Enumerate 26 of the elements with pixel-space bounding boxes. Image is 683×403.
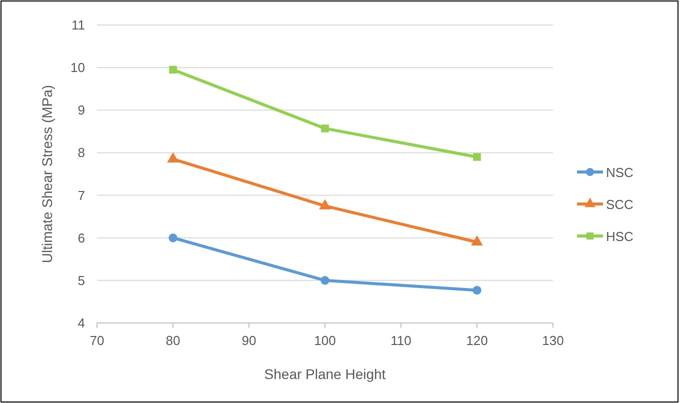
y-tick-label: 10 <box>70 60 85 76</box>
x-tick-label: 70 <box>90 333 104 348</box>
x-tick-label: 110 <box>390 333 412 348</box>
y-tick-label: 4 <box>78 316 85 330</box>
y-axis-title: Ultimate Shear Stress (MPa) <box>39 84 55 264</box>
y-tick-label: 7 <box>78 188 85 203</box>
point <box>320 276 330 285</box>
point <box>168 233 178 242</box>
y-tick-label: 6 <box>78 230 85 246</box>
point <box>473 153 481 161</box>
legend-label: SCC <box>606 197 634 212</box>
x-tick-label: 80 <box>166 333 180 348</box>
legend-label: NSC <box>606 165 634 180</box>
y-tick-label: 8 <box>78 145 85 160</box>
x-axis-title: Shear Plane Height <box>264 366 386 382</box>
point <box>472 286 482 295</box>
legend-label: HSC <box>606 229 634 244</box>
x-tick-label: 90 <box>242 333 256 348</box>
x-tick-label: 120 <box>466 333 488 348</box>
x-tick-label: 130 <box>542 333 564 348</box>
point <box>321 124 329 132</box>
point <box>169 66 177 74</box>
y-tick-label: 11 <box>72 18 85 32</box>
y-tick-label: 9 <box>78 102 85 118</box>
y-tick-label: 5 <box>78 272 85 288</box>
x-tick-label: 100 <box>314 333 336 348</box>
